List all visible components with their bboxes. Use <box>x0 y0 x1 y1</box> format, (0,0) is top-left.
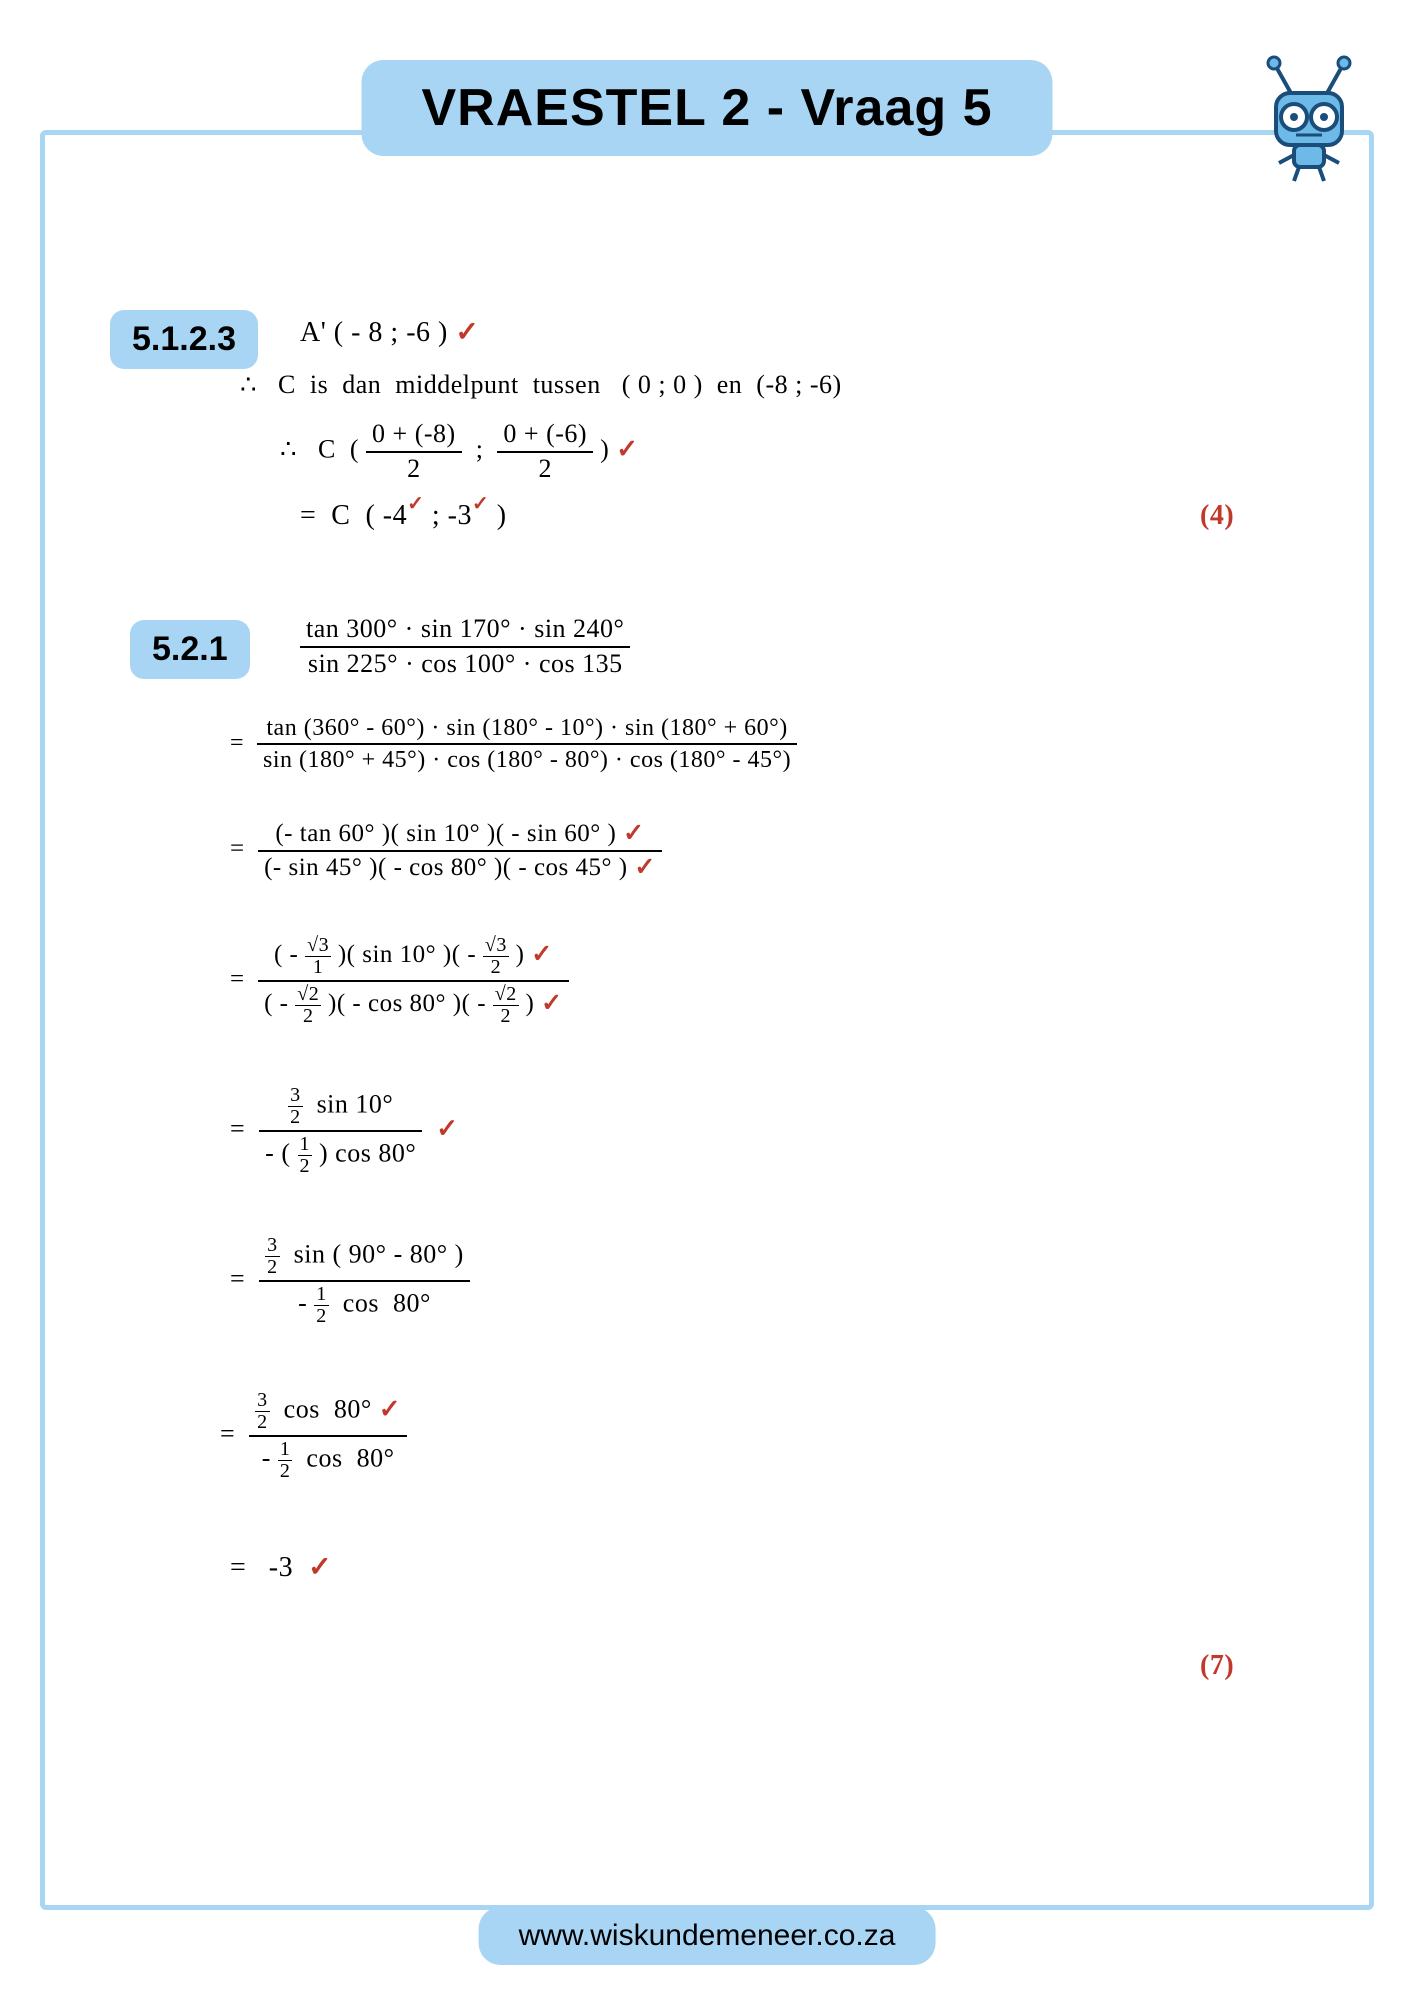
math-line: = 32 cos 80° ✓- 12 cos 80° <box>220 1390 407 1482</box>
math-line: = -3 ✓ <box>230 1550 332 1584</box>
page-title-text: VRAESTEL 2 - Vraag 5 <box>421 79 992 137</box>
math-line: = 32 sin ( 90° - 80° )- 12 cos 80° <box>230 1235 470 1327</box>
math-line: ∴ C ( 0 + (-8)2 ; 0 + (-6)2 ) ✓ <box>280 420 639 483</box>
math-line: = tan (360° - 60°) · sin (180° - 10°) · … <box>230 715 797 774</box>
math-line: = (- tan 60° )( sin 10° )( - sin 60° ) ✓… <box>230 820 662 881</box>
badge-label: 5.2.1 <box>152 630 228 668</box>
badge-label: 5.1.2.3 <box>132 320 236 358</box>
mark-text: (4) <box>1200 500 1234 531</box>
math-line: A' ( - 8 ; -6 ) ✓ <box>300 315 479 349</box>
footer-url-pill: www.wiskundemeneer.co.za <box>479 1907 936 1965</box>
footer-url-text: www.wiskundemeneer.co.za <box>519 1919 896 1952</box>
math-line: = C ( -4✓ ; -3✓ ) <box>300 500 507 532</box>
mark-text: (7) <box>1200 1650 1234 1681</box>
math-line: tan 300° · sin 170° · sin 240°sin 225° ·… <box>300 615 630 678</box>
mark-total-4: (4) <box>1200 500 1234 532</box>
math-line: ∴ C is dan middelpunt tussen ( 0 ; 0 ) e… <box>240 370 842 400</box>
badge-5-2-1: 5.2.1 <box>130 620 250 679</box>
math-line: = ( - √31 )( sin 10° )( - √32 ) ✓( - √22… <box>230 935 569 1027</box>
page-title-pill: VRAESTEL 2 - Vraag 5 <box>361 60 1052 156</box>
mark-total-7: (7) <box>1200 1650 1234 1682</box>
math-line: = 32 sin 10°- ( 12 ) cos 80° ✓ <box>230 1085 459 1177</box>
mascot-icon <box>1254 55 1364 190</box>
badge-5-1-2-3: 5.1.2.3 <box>110 310 258 369</box>
